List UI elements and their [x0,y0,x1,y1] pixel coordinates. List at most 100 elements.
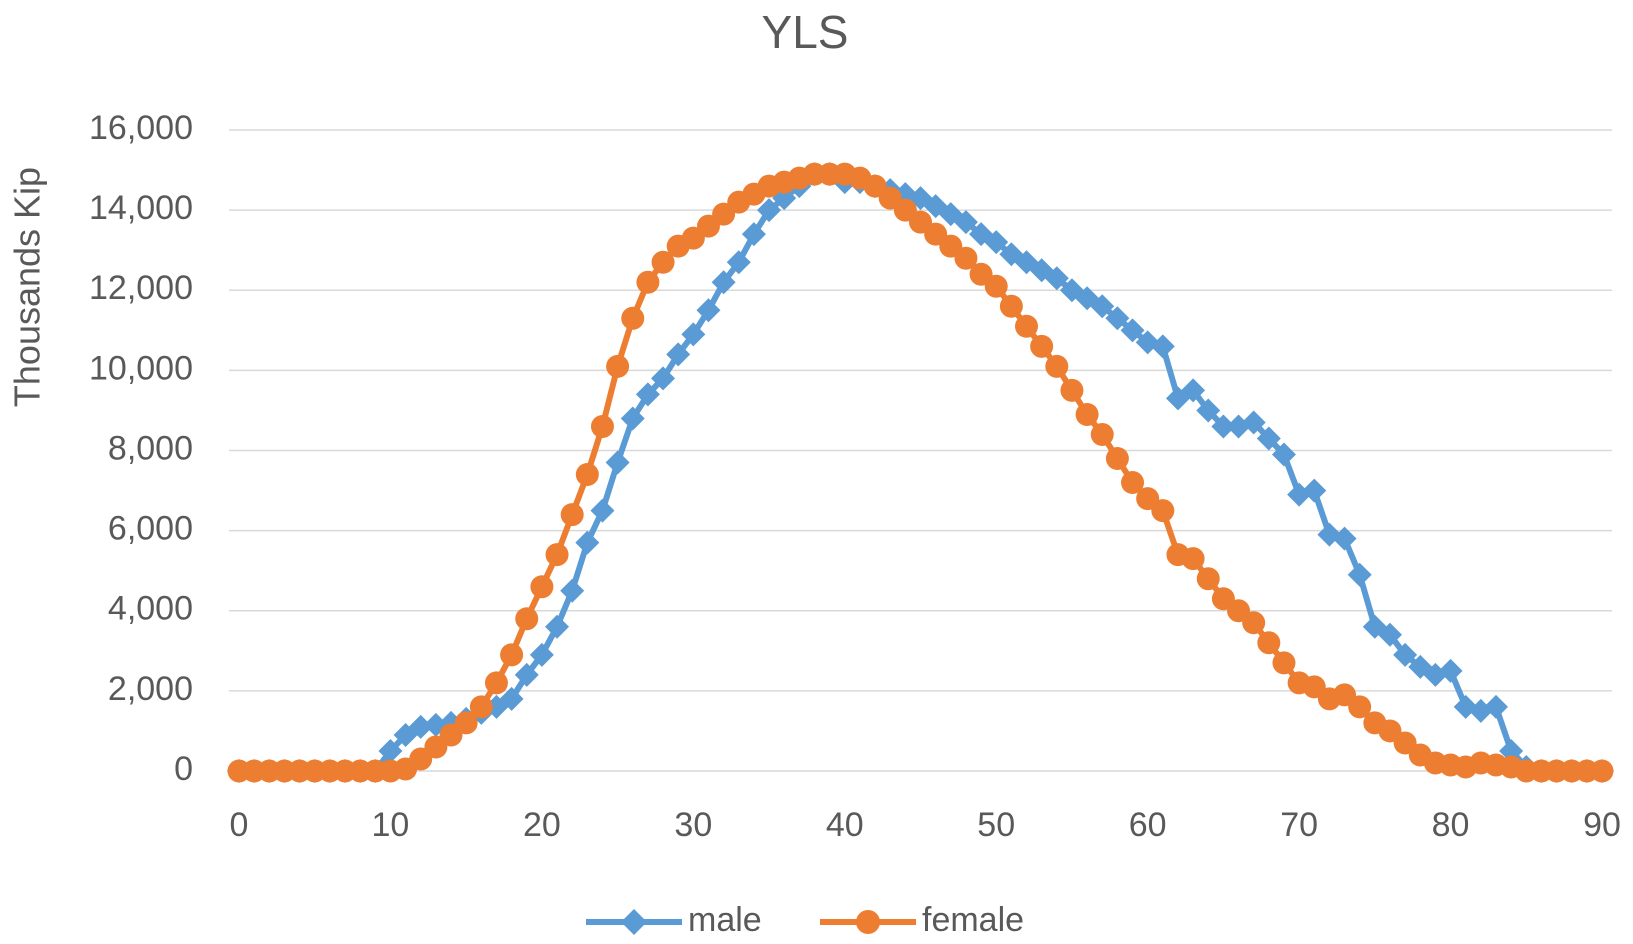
marker [1196,567,1220,591]
y-tick-label: 14,000 [89,189,193,227]
marker [666,342,691,367]
marker [1499,738,1524,763]
marker [1196,398,1221,423]
marker [620,406,645,431]
marker [1090,422,1114,446]
marker [1393,642,1418,667]
marker [954,246,978,270]
marker [696,298,721,323]
y-axis-label: Thousands Kip [7,167,48,407]
line [239,171,1602,774]
y-tick-label: 16,000 [89,109,193,147]
marker [1347,562,1372,587]
marker [590,498,615,523]
x-tick-label: 40 [826,806,864,844]
marker [575,530,600,555]
marker [454,711,478,735]
marker [1332,526,1357,551]
marker [499,686,524,711]
marker [621,306,645,330]
marker [500,643,524,667]
marker [651,366,676,391]
marker [1151,499,1175,523]
marker [1181,378,1206,403]
marker [1590,759,1614,783]
marker [1348,695,1372,719]
y-tick-label: 2,000 [108,670,193,708]
marker [545,543,569,567]
marker [515,607,539,631]
marker [605,450,630,475]
marker [1015,314,1039,338]
marker [1121,471,1145,495]
marker [378,738,403,763]
marker [953,210,978,235]
marker [560,578,585,603]
x-tick-label: 20 [523,806,561,844]
marker [1242,611,1266,635]
series [227,162,1614,783]
marker [999,294,1023,318]
x-tick-label: 90 [1583,806,1621,844]
marker [1302,478,1327,503]
marker [545,614,570,639]
marker [1060,378,1084,402]
marker [1105,306,1130,331]
y-tick-label: 4,000 [108,590,193,628]
marker [984,274,1008,298]
marker [1030,334,1054,358]
marker [984,230,1009,255]
marker [636,270,660,294]
x-tick-label: 60 [1129,806,1167,844]
marker [1105,447,1129,471]
marker [1075,402,1099,426]
marker [514,662,539,687]
marker [757,198,782,223]
marker [1181,547,1205,571]
marker [726,250,751,275]
x-tick-label: 10 [372,806,410,844]
marker [590,414,614,438]
legend-label: male [688,901,762,939]
legend-marker [856,910,880,934]
y-tick-label: 8,000 [108,429,193,467]
marker [560,503,584,527]
legend-marker [621,909,647,935]
x-tick-label: 70 [1280,806,1318,844]
line [239,171,1602,774]
x-tick-label: 50 [977,806,1015,844]
series [227,162,1614,783]
marker [1256,426,1281,451]
marker [1090,294,1115,319]
chart-title: YLS [762,6,849,58]
x-tick-label: 80 [1432,806,1470,844]
marker [681,322,706,347]
marker [741,222,766,247]
marker [711,270,736,295]
x-tick-label: 0 [230,806,249,844]
marker [1044,266,1069,291]
marker [1150,334,1175,359]
y-tick-label: 6,000 [108,510,193,548]
marker [635,382,660,407]
marker [1045,354,1069,378]
marker [1377,622,1402,647]
marker [606,354,630,378]
marker [1271,442,1296,467]
y-tick-label: 10,000 [89,349,193,387]
y-tick-label: 0 [174,750,193,788]
marker [1438,658,1463,683]
marker [1257,631,1281,655]
marker [1272,651,1296,675]
marker [484,671,508,695]
marker [1211,414,1236,439]
marker [408,714,433,739]
marker [529,642,554,667]
x-tick-label: 30 [674,806,712,844]
marker [469,695,493,719]
marker [530,575,554,599]
marker [1241,410,1266,435]
marker [1120,318,1145,343]
legend-label: female [922,901,1024,939]
